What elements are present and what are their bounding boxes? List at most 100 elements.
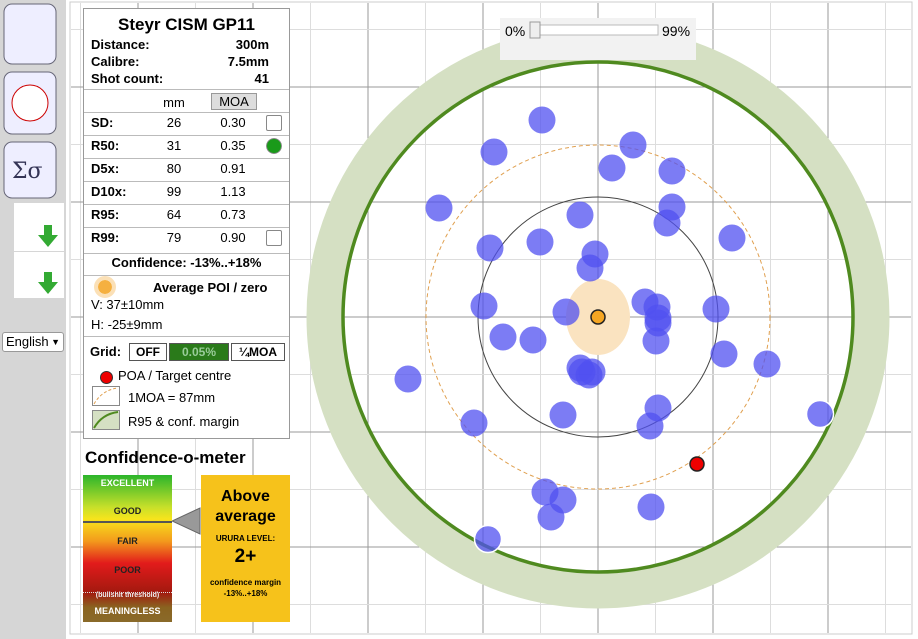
shot bbox=[519, 326, 547, 354]
legend-r95: R95 & conf. margin bbox=[128, 414, 240, 429]
col-mm: mm bbox=[163, 95, 185, 110]
meter-level: GOOD bbox=[113, 506, 142, 516]
row-mm: 64 bbox=[166, 207, 182, 222]
moa-icon bbox=[92, 386, 120, 406]
shot bbox=[528, 106, 556, 134]
confidence: Confidence: -13%..+18% bbox=[111, 255, 262, 270]
row-mm: 80 bbox=[166, 161, 182, 176]
shot bbox=[576, 254, 604, 282]
average-poi bbox=[590, 309, 606, 325]
row-checkbox[interactable] bbox=[266, 230, 282, 246]
shot bbox=[619, 131, 647, 159]
shot bbox=[394, 365, 422, 393]
language-select[interactable]: English ▼ bbox=[2, 332, 64, 352]
shot bbox=[470, 292, 498, 320]
shot bbox=[642, 327, 670, 355]
grid-off[interactable]: OFF bbox=[129, 343, 167, 361]
margin-label: confidence margin bbox=[209, 578, 282, 587]
shot bbox=[425, 194, 453, 222]
slider-min: 0% bbox=[505, 23, 525, 39]
row-sep bbox=[84, 158, 289, 159]
average-poi-label: Average POI / zero bbox=[153, 280, 268, 295]
row-moa: 0.73 bbox=[220, 207, 246, 222]
shot bbox=[598, 154, 626, 182]
row-moa: 0.35 bbox=[220, 138, 246, 153]
meter-level: EXCELLENT bbox=[100, 478, 155, 488]
info-value: 7.5mm bbox=[227, 54, 269, 69]
row-moa: 0.30 bbox=[220, 115, 246, 130]
slider-track[interactable] bbox=[529, 24, 659, 36]
row-moa: 0.90 bbox=[220, 230, 246, 245]
shot bbox=[718, 224, 746, 252]
row-checkbox[interactable] bbox=[264, 136, 284, 156]
shot bbox=[489, 323, 517, 351]
icon-notes[interactable] bbox=[3, 3, 57, 65]
row-sep bbox=[84, 181, 289, 182]
shot bbox=[537, 503, 565, 531]
info-label: Shot count: bbox=[91, 71, 164, 86]
r95-icon bbox=[92, 410, 120, 430]
icon-export1[interactable] bbox=[14, 203, 64, 251]
shot bbox=[480, 138, 508, 166]
grid-quarter-moa[interactable]: ¼MOA bbox=[231, 343, 285, 361]
verdict-box: Above average URURA LEVEL: 2+ confidence… bbox=[201, 475, 290, 622]
grid-fine[interactable]: 0.05% bbox=[169, 343, 229, 361]
meter-scale: EXCELLENT GOOD FAIR POOR (bullshit threshold… bbox=[83, 475, 172, 622]
col-moa[interactable]: MOA bbox=[211, 93, 257, 110]
meter-pointer bbox=[172, 507, 201, 535]
margin: -13%..+18% bbox=[223, 589, 268, 598]
level-label: URURA LEVEL: bbox=[215, 534, 276, 543]
row-mm: 31 bbox=[166, 138, 182, 153]
row-mm: 99 bbox=[166, 184, 182, 199]
shot bbox=[644, 304, 672, 332]
row-label: R99: bbox=[91, 230, 120, 245]
meter-level: MEANINGLESS bbox=[94, 606, 161, 616]
info-label: Calibre: bbox=[91, 54, 140, 69]
legend-moa: 1MOA = 87mm bbox=[128, 390, 216, 405]
moa-circle bbox=[425, 144, 771, 490]
shot bbox=[549, 401, 577, 429]
row-label: R50: bbox=[91, 138, 120, 153]
row-label: D10x: bbox=[91, 184, 127, 199]
poi-icon bbox=[94, 276, 116, 298]
poa-icon bbox=[100, 371, 113, 384]
slider-max: 99% bbox=[662, 23, 690, 39]
shot bbox=[805, 399, 835, 429]
meter-level: FAIR bbox=[117, 536, 138, 546]
meter-title: Confidence-o-meter bbox=[85, 448, 246, 467]
shot bbox=[578, 358, 606, 386]
verdict: Above average bbox=[215, 488, 276, 525]
shot bbox=[566, 201, 594, 229]
row-sep bbox=[84, 204, 289, 205]
level: 2+ bbox=[234, 546, 257, 567]
meter-level: (bullshit threshold) bbox=[95, 592, 160, 599]
shot bbox=[473, 524, 503, 554]
shot bbox=[702, 295, 730, 323]
row-checkbox[interactable] bbox=[266, 115, 282, 131]
threshold-line bbox=[83, 592, 172, 593]
info-value: 41 bbox=[254, 71, 269, 86]
slider-handle[interactable] bbox=[529, 21, 541, 39]
legend-poa: POA / Target centre bbox=[118, 368, 232, 383]
meter-line bbox=[83, 521, 172, 523]
row-sep bbox=[84, 135, 289, 136]
grid-label: Grid: bbox=[90, 344, 122, 359]
icon-target-ring bbox=[11, 84, 49, 122]
language: English bbox=[6, 334, 49, 349]
row-sep bbox=[84, 227, 289, 228]
poi-v: V: 37±10mm bbox=[91, 297, 165, 312]
icon-export2[interactable] bbox=[14, 252, 64, 298]
info-value: 300m bbox=[235, 37, 269, 52]
row-label: SD: bbox=[91, 115, 114, 130]
shot bbox=[653, 209, 681, 237]
shot bbox=[460, 409, 488, 437]
icon-stats[interactable] bbox=[3, 141, 57, 199]
panel-title: Steyr CISM GP11 bbox=[117, 15, 255, 34]
icon-sigma: Σσ bbox=[12, 159, 43, 184]
select-arrow: ▼ bbox=[51, 337, 60, 347]
shot bbox=[644, 394, 672, 422]
shot bbox=[710, 340, 738, 368]
row-mm: 26 bbox=[166, 115, 182, 130]
row-label: R95: bbox=[91, 207, 120, 222]
